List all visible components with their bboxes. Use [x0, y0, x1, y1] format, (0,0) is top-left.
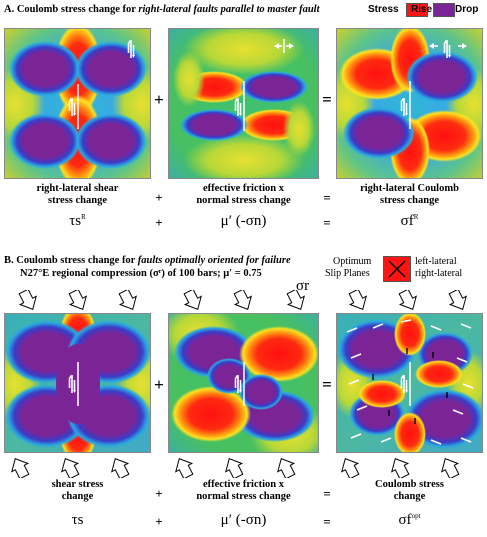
symbol-b1: τs — [71, 512, 84, 528]
legend-title: Stress — [368, 4, 399, 15]
symbol-a3-sup: R — [413, 213, 419, 221]
op-equals-a-sym: = — [323, 215, 331, 230]
label-a2-line2: normal stress change — [196, 195, 291, 206]
op-plus-b-sym: + — [155, 514, 163, 529]
symbol-a2: μ′ (-σn) — [220, 213, 267, 229]
op-plus-a-label: + — [155, 190, 163, 205]
legend-rise-swatch — [406, 3, 428, 17]
slip-plane-inset: Optimum Slip Planes left-lateral right-l… — [325, 254, 485, 290]
symbol-b2: μ′ (-σn) — [220, 512, 267, 528]
section-b-title-italic: faults optimally oriented for failure — [137, 255, 291, 266]
legend-drop-swatch — [433, 3, 455, 17]
op-plus-b: + — [154, 375, 164, 394]
label-b1-line2: change — [61, 491, 94, 502]
sigma-r-text: σr — [296, 278, 310, 294]
panel-b1-map — [5, 314, 150, 452]
symbol-b3: σfopt — [336, 512, 483, 529]
symbol-a1-text: τs — [69, 213, 82, 229]
panel-a2-normal — [168, 28, 319, 179]
op-plus-a-sym: + — [155, 215, 163, 230]
section-a-title-prefix: A. Coulomb stress change for — [4, 4, 139, 15]
op-plus-b-label: + — [155, 486, 163, 501]
symbol-a3-text: σf — [400, 213, 414, 229]
label-b3-line1: Coulomb stress — [375, 479, 444, 490]
section-b-subtitle: N27°E regional compression (σʳ) of 100 b… — [20, 268, 262, 279]
symbol-b3-text: σf — [398, 512, 412, 528]
label-a3-line1: right-lateral Coulomb — [360, 183, 459, 194]
section-b-title-prefix: B. Coulomb stress change for — [4, 255, 138, 266]
op-equals-b: = — [322, 375, 332, 394]
label-a1: right-lateral shear stress change — [4, 183, 151, 207]
label-b1-line1: shear stress — [51, 479, 104, 490]
legend-rise-label: Rise — [411, 4, 433, 15]
label-a3: right-lateral Coulomb stress change — [336, 183, 483, 207]
label-b3-line2: change — [393, 491, 426, 502]
op-equals-b-label: = — [323, 486, 331, 501]
panel-a1-shear — [4, 28, 151, 179]
label-a2-line1: effective friction x — [202, 183, 285, 194]
inset-optimum-label: Optimum — [333, 256, 372, 267]
symbol-a1-sup: R — [81, 213, 86, 221]
inset-red-square — [383, 256, 411, 282]
panel-b2-map — [169, 314, 318, 452]
panel-b1-shear — [4, 313, 151, 453]
legend-drop-label: Drop — [455, 4, 479, 15]
op-equals-a-label: = — [323, 190, 331, 205]
symbol-a1: τsR — [4, 213, 151, 230]
section-a-title: A. Coulomb stress change for right-later… — [4, 4, 320, 15]
section-a-title-italic: right-lateral faults parallel to master … — [138, 4, 320, 15]
panel-b3-coulomb — [336, 313, 483, 453]
panel-b3-map — [337, 314, 482, 452]
symbol-a3: σfR — [336, 213, 483, 230]
symbol-b3-sup: opt — [411, 512, 421, 520]
inset-slip-label: Slip Planes — [325, 268, 370, 279]
label-a1-line2: stress change — [47, 195, 107, 206]
section-b-title: B. Coulomb stress change for faults opti… — [4, 255, 291, 266]
inset-left-lateral: left-lateral — [415, 256, 457, 267]
label-b2-line1: effective friction x — [202, 479, 285, 490]
label-b3: Coulomb stress change — [336, 479, 483, 503]
op-equals-a: = — [322, 90, 332, 109]
label-a1-line1: right-lateral shear — [36, 183, 119, 194]
panel-a1-map — [5, 29, 150, 178]
panel-a3-coulomb — [336, 28, 483, 179]
compression-arrows-bottom — [6, 454, 463, 478]
sigma-r-label: σr — [296, 278, 309, 295]
panel-a2-map — [169, 29, 318, 178]
panel-a3-map — [337, 29, 482, 178]
inset-cross-icon — [388, 260, 406, 278]
op-plus-a: + — [154, 90, 164, 109]
label-b2-line2: normal stress change — [196, 491, 291, 502]
panel-b2-normal — [168, 313, 319, 453]
label-a2: effective friction x normal stress chang… — [168, 183, 319, 207]
label-b2: effective friction x normal stress chang… — [168, 479, 319, 503]
label-b1: shear stress change — [4, 479, 151, 503]
op-equals-b-sym: = — [323, 514, 331, 529]
label-a3-line2: stress change — [379, 195, 439, 206]
inset-right-lateral: right-lateral — [415, 268, 463, 279]
